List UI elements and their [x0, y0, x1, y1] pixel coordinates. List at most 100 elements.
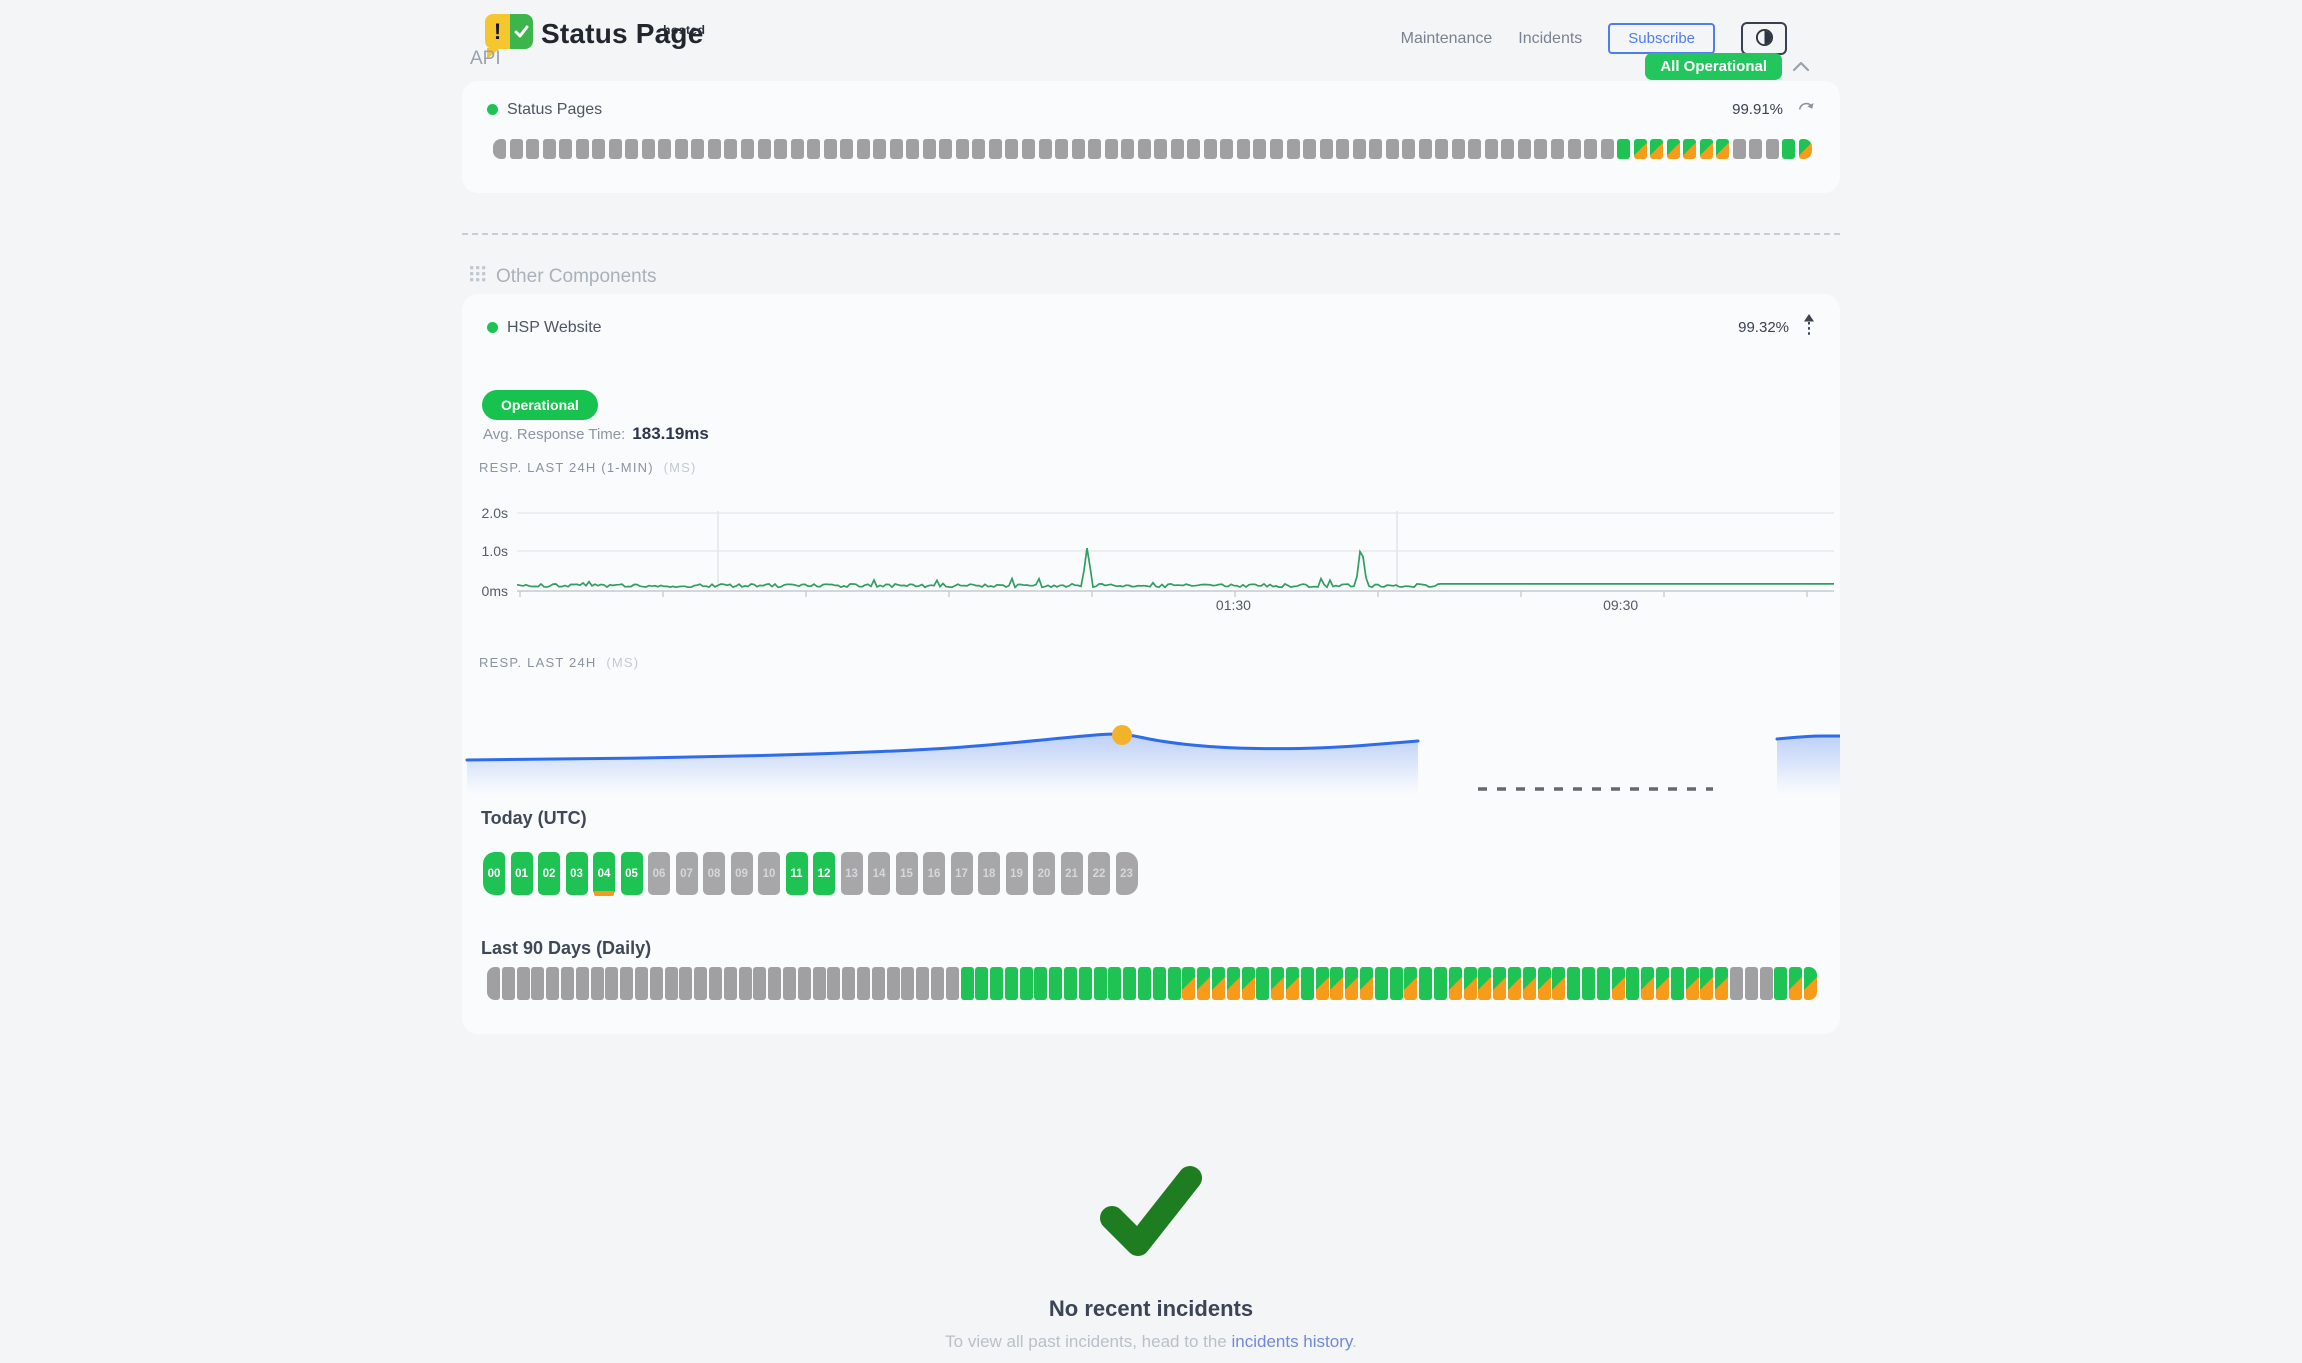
uptime-block-green[interactable] [1256, 967, 1270, 1000]
uptime-block-gray[interactable] [768, 967, 782, 1000]
uptime-block-green[interactable] [1034, 967, 1048, 1000]
uptime-block-gray[interactable] [546, 967, 560, 1000]
uptime-block-gray[interactable] [988, 139, 1002, 159]
uptime-block-mixed[interactable] [1404, 967, 1418, 1000]
uptime-block-mixed[interactable] [1716, 139, 1730, 159]
uptime-block-mixed[interactable] [1789, 967, 1803, 1000]
uptime-block-gray[interactable] [1236, 139, 1250, 159]
uptime-block-gray[interactable] [1071, 139, 1085, 159]
uptime-block-gray[interactable] [827, 967, 841, 1000]
uptime-block-mixed[interactable] [1700, 967, 1714, 1000]
uptime-block-mixed[interactable] [1271, 967, 1285, 1000]
uptime-block-gray[interactable] [1600, 139, 1614, 159]
uptime-block-gray[interactable] [625, 139, 639, 159]
uptime-block-gray[interactable] [590, 967, 604, 1000]
hour-block-00[interactable]: 00 [483, 852, 505, 895]
uptime-block-gray[interactable] [1732, 139, 1746, 159]
uptime-block-mixed[interactable] [1641, 967, 1655, 1000]
uptime-block-gray[interactable] [782, 967, 796, 1000]
uptime-block-gray[interactable] [807, 139, 821, 159]
hour-block-15[interactable]: 15 [895, 852, 918, 895]
uptime-block-gray[interactable] [641, 139, 655, 159]
uptime-block-green[interactable] [1596, 967, 1610, 1000]
uptime-block-gray[interactable] [945, 967, 959, 1000]
uptime-block-green[interactable] [1670, 967, 1684, 1000]
uptime-block-gray[interactable] [1286, 139, 1300, 159]
hour-block-14[interactable]: 14 [868, 852, 890, 895]
hour-block-19[interactable]: 19 [1005, 852, 1028, 895]
uptime-block-gray[interactable] [649, 967, 663, 1000]
uptime-block-gray[interactable] [531, 967, 545, 1000]
hour-block-06[interactable]: 06 [648, 852, 670, 895]
uptime-block-green[interactable] [1567, 967, 1581, 1000]
uptime-block-gray[interactable] [916, 967, 930, 1000]
uptime-block-mixed[interactable] [1330, 967, 1344, 1000]
hour-block-01[interactable]: 01 [510, 852, 533, 895]
uptime-block-gray[interactable] [1418, 139, 1432, 159]
uptime-block-gray[interactable] [487, 967, 500, 1000]
uptime-block-gray[interactable] [1038, 139, 1052, 159]
uptime-block-green[interactable] [1581, 967, 1595, 1000]
uptime-block-gray[interactable] [842, 967, 856, 1000]
uptime-block-gray[interactable] [559, 139, 573, 159]
uptime-block-green[interactable] [1123, 967, 1137, 1000]
uptime-block-gray[interactable] [1517, 139, 1531, 159]
uptime-block-green[interactable] [1389, 967, 1403, 1000]
hour-block-04[interactable]: 04 [593, 852, 615, 896]
nav-item-incidents[interactable]: Incidents [1518, 29, 1583, 47]
uptime-block-mixed[interactable] [1611, 967, 1625, 1000]
selected-point-marker[interactable] [1112, 725, 1132, 745]
uptime-block-green[interactable] [1419, 967, 1433, 1000]
brand-logo[interactable]: ! Status Page hosted [485, 12, 705, 59]
uptime-block-gray[interactable] [1055, 139, 1069, 159]
hour-block-12[interactable]: 12 [813, 852, 835, 895]
uptime-block-gray[interactable] [501, 967, 515, 1000]
uptime-block-green[interactable] [960, 967, 974, 1000]
uptime-block-gray[interactable] [691, 139, 705, 159]
hour-block-03[interactable]: 03 [565, 852, 588, 895]
uptime-block-gray[interactable] [1303, 139, 1317, 159]
uptime-block-mixed[interactable] [1226, 967, 1240, 1000]
uptime-block-gray[interactable] [871, 967, 885, 1000]
uptime-block-gray[interactable] [664, 967, 678, 1000]
uptime-block-gray[interactable] [1435, 139, 1449, 159]
uptime-block-mixed[interactable] [1448, 967, 1462, 1000]
uptime-block-gray[interactable] [1468, 139, 1482, 159]
hour-block-05[interactable]: 05 [620, 852, 643, 895]
uptime-block-green[interactable] [1049, 967, 1063, 1000]
refresh-icon[interactable] [1797, 99, 1815, 120]
uptime-block-gray[interactable] [797, 967, 811, 1000]
uptime-block-mixed[interactable] [1552, 967, 1566, 1000]
uptime-block-gray[interactable] [674, 139, 688, 159]
uptime-block-gray[interactable] [1088, 139, 1102, 159]
uptime-block-mixed[interactable] [1507, 967, 1521, 1000]
uptime-block-gray[interactable] [1765, 139, 1779, 159]
uptime-block-gray[interactable] [1203, 139, 1217, 159]
uptime-block-gray[interactable] [886, 967, 900, 1000]
uptime-block-gray[interactable] [707, 139, 721, 159]
uptime-block-gray[interactable] [1567, 139, 1581, 159]
uptime-block-gray[interactable] [1744, 967, 1758, 1000]
hour-block-07[interactable]: 07 [675, 852, 698, 895]
uptime-block-mixed[interactable] [1197, 967, 1211, 1000]
uptime-block-mixed[interactable] [1493, 967, 1507, 1000]
uptime-block-gray[interactable] [1385, 139, 1399, 159]
uptime-block-mixed[interactable] [1286, 967, 1300, 1000]
uptime-block-mixed[interactable] [1633, 139, 1647, 159]
hour-block-20[interactable]: 20 [1033, 852, 1055, 895]
uptime-block-mixed[interactable] [1522, 967, 1536, 1000]
uptime-block-gray[interactable] [939, 139, 953, 159]
hour-block-08[interactable]: 08 [703, 852, 725, 895]
uptime-block-green[interactable] [1019, 967, 1033, 1000]
uptime-block-gray[interactable] [774, 139, 788, 159]
uptime-block-green[interactable] [975, 967, 989, 1000]
uptime-block-gray[interactable] [1501, 139, 1515, 159]
uptime-block-gray[interactable] [790, 139, 804, 159]
uptime-block-mixed[interactable] [1182, 967, 1196, 1000]
theme-toggle-button[interactable] [1741, 22, 1787, 55]
uptime-block-mixed[interactable] [1241, 967, 1255, 1000]
uptime-block-gray[interactable] [679, 967, 693, 1000]
subscribe-button[interactable]: Subscribe [1608, 23, 1715, 54]
uptime-block-green[interactable] [1093, 967, 1107, 1000]
uptime-block-gray[interactable] [1551, 139, 1564, 159]
